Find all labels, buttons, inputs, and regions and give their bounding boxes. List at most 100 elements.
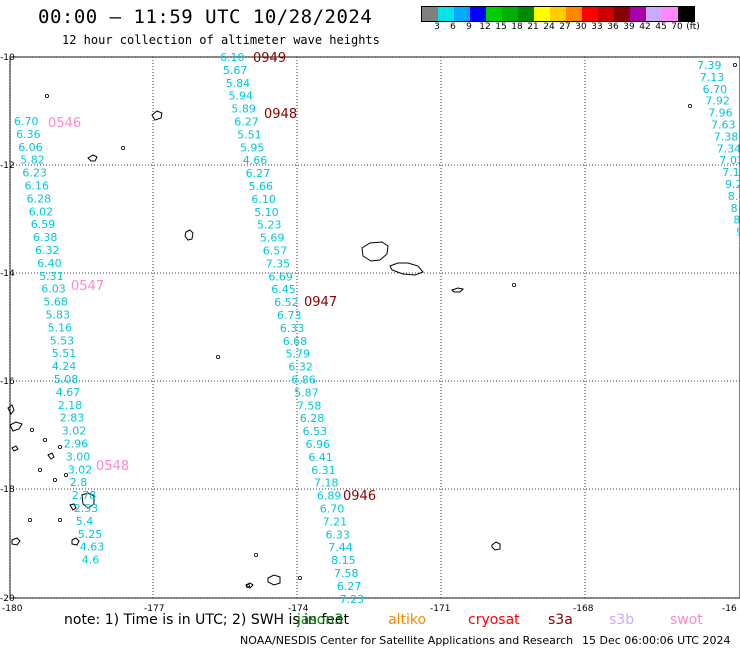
swh-value-left: 5.68 [43, 296, 68, 309]
swh-value-center: 6.27 [337, 580, 362, 593]
lon-axis-label: -174 [288, 604, 309, 614]
pass-id-label: 0948 [264, 107, 297, 122]
island-outline [267, 574, 281, 586]
swh-value-center: 6.96 [306, 438, 331, 451]
colorbar-label: 70 [671, 22, 683, 32]
swh-value-left: 5.08 [54, 373, 79, 386]
swh-value-right: 7.34 [717, 142, 740, 155]
swh-value-center: 7.18 [314, 477, 339, 490]
colorbar-swatch [614, 7, 630, 21]
colorbar-swatch [518, 7, 534, 21]
swh-value-center: 7.21 [323, 515, 348, 528]
swh-value-center: 5.89 [231, 103, 256, 116]
swh-value-center: 7.35 [266, 257, 291, 270]
footer-note: note: 1) Time is in UTC; 2) SWH is in fe… [64, 612, 350, 628]
colorbar-swatch [438, 7, 454, 21]
swh-value-right: 8. [733, 214, 740, 227]
swh-value-right: 6.70 [703, 83, 728, 96]
swh-value-left: 6.59 [31, 218, 56, 231]
lon-axis-label: -180 [2, 604, 23, 614]
swh-value-center: 6.41 [308, 451, 333, 464]
swh-value-left: 6.36 [16, 128, 40, 141]
swh-value-left: 5.53 [50, 334, 74, 347]
colorbar-label: 3 [434, 22, 440, 32]
swh-value-left: 6.16 [25, 180, 50, 193]
swh-value-left: 6.03 [41, 283, 66, 296]
small-island [512, 282, 517, 287]
swh-value-center: 6.27 [234, 116, 259, 129]
swh-value-right: 9.23 [725, 178, 740, 191]
pass-id-label: 0949 [253, 51, 286, 66]
island-outline [151, 110, 163, 121]
colorbar-label: 12 [479, 22, 491, 32]
colorbar-label: 33 [591, 22, 603, 32]
credit-text: NOAA/NESDIS Center for Satellite Applica… [240, 634, 574, 647]
swh-value-center: 4.66 [243, 154, 267, 167]
small-island [121, 145, 126, 150]
swh-value-left: 5.16 [48, 321, 73, 334]
swh-value-center: 6.31 [311, 464, 336, 477]
island-outline [71, 537, 80, 546]
swh-value-center: 8.15 [331, 554, 356, 567]
swh-value-center: 7.58 [297, 399, 322, 412]
small-island [253, 553, 258, 558]
colorbar-label: 6 [450, 22, 456, 32]
swh-value-left: 4.63 [80, 541, 105, 554]
sat-altiko-label: altiko [388, 612, 427, 628]
pass-id-label: 0947 [304, 295, 337, 310]
swh-value-center: 5.84 [226, 77, 251, 90]
swh-value-center: 6.33 [280, 322, 305, 335]
swh-value-center: 6.28 [300, 412, 325, 425]
sat-swot-label: swot [670, 612, 703, 628]
colorbar-swatch [662, 7, 678, 21]
swh-value-center: 5.79 [286, 348, 311, 361]
swh-value-left: 5.25 [78, 528, 103, 541]
swh-value-left: 6.02 [29, 205, 54, 218]
island-outline [9, 421, 23, 432]
swh-value-right: 7.96 [708, 107, 733, 120]
map-frame [9, 56, 740, 599]
island-outline [87, 154, 98, 162]
swh-value-left: 2.8 [70, 476, 88, 489]
small-island [58, 518, 63, 523]
island-outline [11, 445, 19, 452]
swh-value-left: 5.83 [46, 309, 71, 322]
swh-value-right: 8.1 [728, 190, 740, 203]
colorbar-label: 21 [527, 22, 539, 32]
swh-value-center: 5.67 [223, 64, 248, 77]
swh-value-center: 6.73 [277, 309, 302, 322]
swh-value-center: 6.70 [320, 503, 345, 516]
colorbar-label: 45 [655, 22, 667, 32]
small-island [53, 477, 58, 482]
swh-value-right: 9. [736, 226, 740, 239]
swh-value-right: 8.6 [731, 202, 740, 215]
small-island [215, 354, 220, 359]
wave-height-colorbar [421, 6, 695, 22]
swh-value-left: 6.38 [33, 231, 58, 244]
colorbar-label: 24 [543, 22, 555, 32]
island-outline [81, 492, 95, 509]
colorbar-label: 36 [607, 22, 619, 32]
colorbar-swatch [502, 7, 518, 21]
colorbar-label: 39 [623, 22, 635, 32]
colorbar-swatch [566, 7, 582, 21]
lon-axis-label: -16 [722, 604, 737, 614]
pass-id-label: 0547 [71, 279, 104, 294]
colorbar-swatch [550, 7, 566, 21]
swh-value-right: 7.92 [705, 95, 730, 108]
pass-id-label: 0946 [343, 489, 376, 504]
swh-value-center: 6.69 [268, 270, 293, 283]
swh-value-center: 6.89 [317, 490, 342, 503]
swh-value-center: 6.10 [251, 193, 276, 206]
swh-value-left: 2.83 [60, 412, 85, 425]
lon-axis-label: -177 [144, 604, 164, 614]
swh-value-center: 5.66 [249, 180, 274, 193]
colorbar-label: (ft) [686, 22, 700, 32]
swh-value-right: 7.1 [722, 166, 740, 179]
colorbar-swatch [454, 7, 470, 21]
swh-value-center: 5.95 [240, 141, 265, 154]
swh-value-left: 5.82 [20, 154, 45, 167]
small-island [29, 427, 34, 432]
swh-value-left: 3.00 [66, 450, 91, 463]
